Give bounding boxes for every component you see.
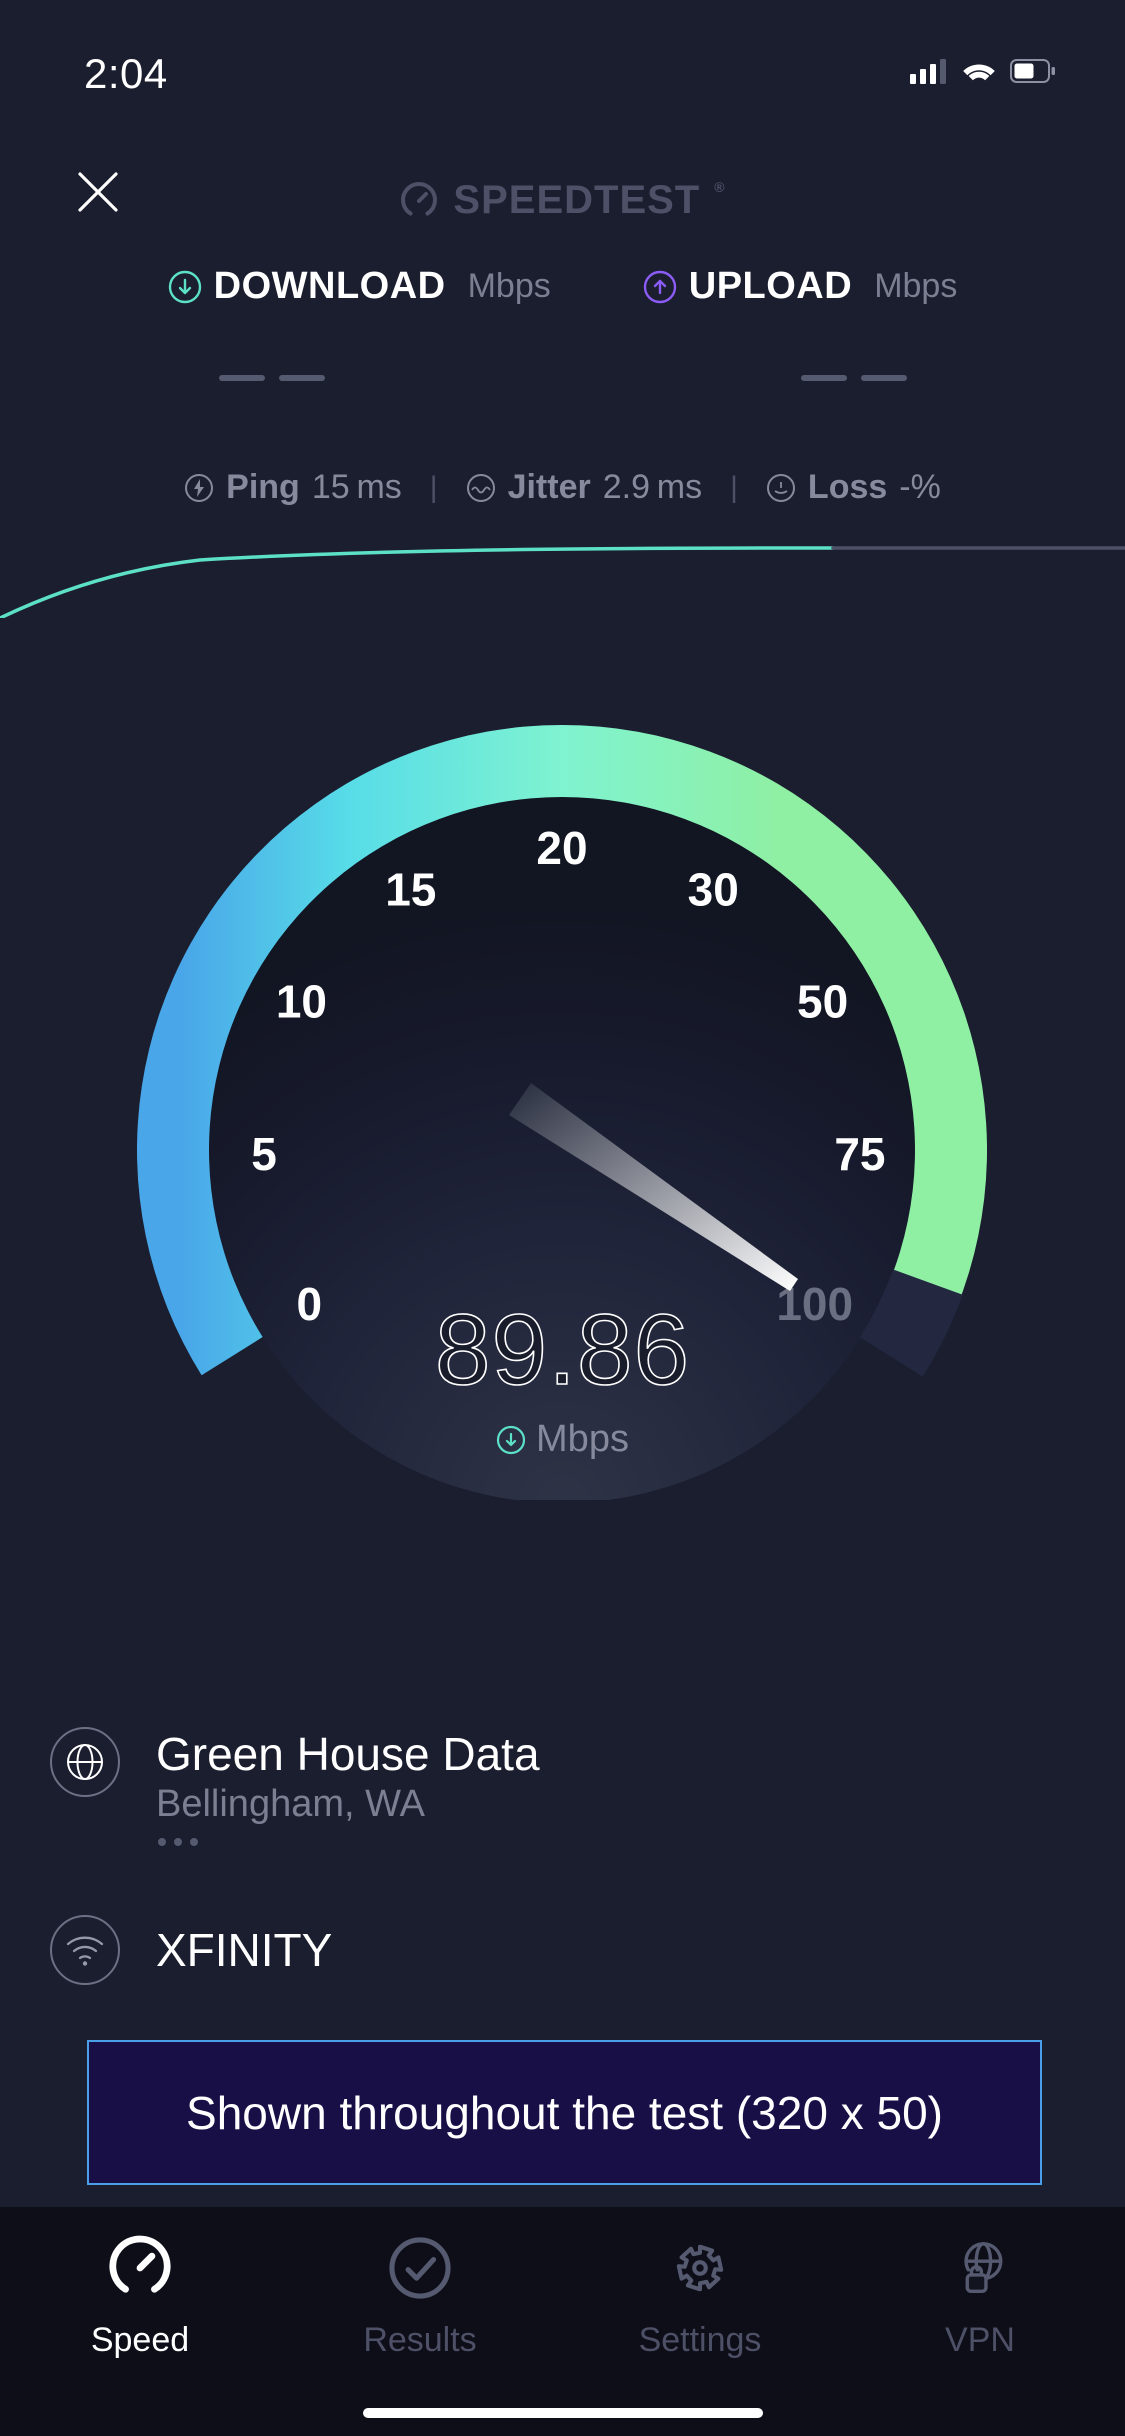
svg-text:20: 20 <box>536 822 587 874</box>
svg-text:5: 5 <box>251 1128 277 1180</box>
svg-text:10: 10 <box>276 976 327 1028</box>
svg-text:75: 75 <box>834 1128 885 1180</box>
svg-text:30: 30 <box>688 863 739 915</box>
svg-text:15: 15 <box>385 863 436 915</box>
svg-text:50: 50 <box>797 976 848 1028</box>
